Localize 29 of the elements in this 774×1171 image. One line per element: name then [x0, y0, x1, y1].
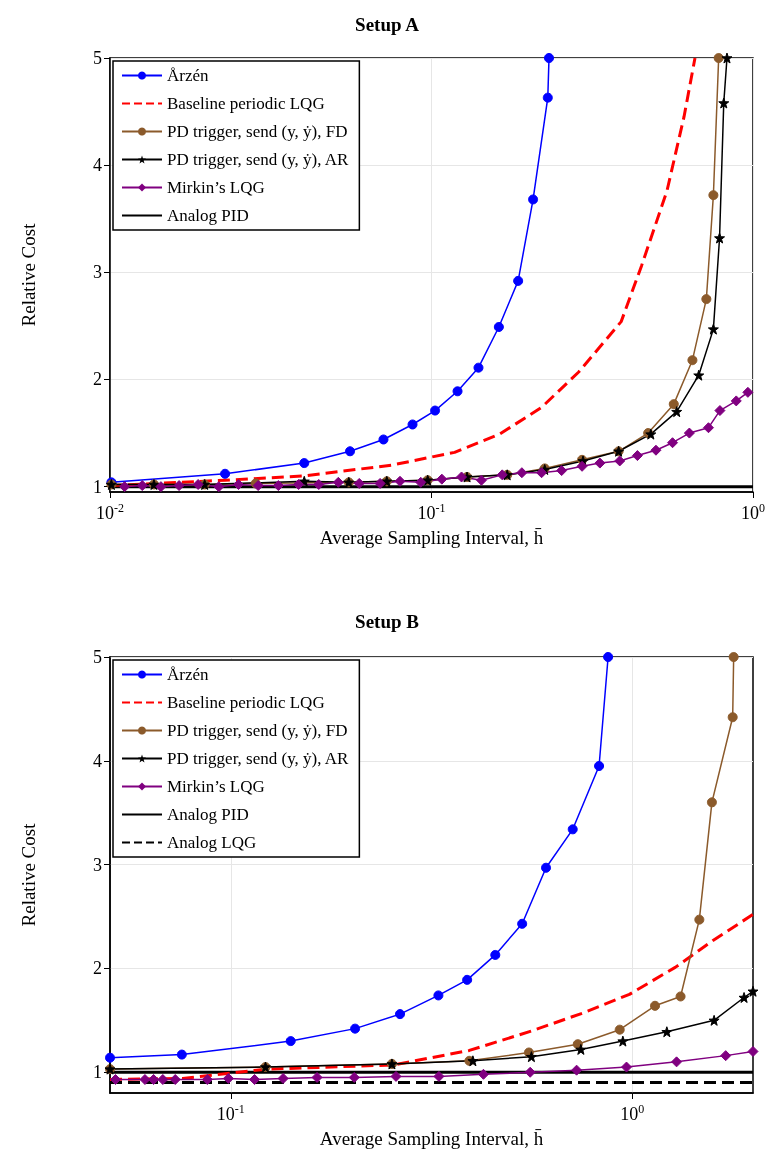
legend-label: PD trigger, send (y, ẏ), FD	[167, 122, 348, 141]
chart-title: Setup A	[355, 14, 420, 35]
legend-label: Analog LQG	[167, 833, 257, 852]
y-tick-label: 4	[93, 155, 102, 176]
y-tick-label: 5	[93, 647, 102, 667]
legend-label: Analog PID	[167, 805, 249, 824]
y-axis-title: Relative Cost	[18, 222, 39, 327]
y-tick-label: 3	[93, 262, 102, 283]
legend-label: PD trigger, send (y, ẏ), FD	[167, 721, 348, 740]
legend-label: Mirkin’s LQG	[167, 178, 265, 197]
legend-label: Årzén	[167, 66, 210, 85]
y-tick-label: 5	[93, 48, 102, 68]
legend-label: Baseline periodic LQG	[167, 693, 325, 712]
legend-label: PD trigger, send (y, ẏ), AR	[167, 749, 350, 768]
y-tick-label: 1	[93, 1062, 102, 1083]
x-axis-title: Average Sampling Interval, h̄	[319, 527, 544, 548]
legend-label: Analog PID	[167, 206, 249, 225]
y-tick-label: 1	[93, 476, 102, 497]
x-axis-title: Average Sampling Interval, h̄	[319, 1128, 544, 1149]
y-tick-label: 3	[93, 854, 102, 875]
y-tick-label: 2	[93, 958, 102, 979]
legend-label: Årzén	[167, 665, 210, 684]
legend-label: Mirkin’s LQG	[167, 777, 265, 796]
y-tick-label: 2	[93, 369, 102, 390]
chart-title: Setup B	[355, 611, 420, 632]
y-axis-title: Relative Cost	[18, 822, 39, 927]
legend-label: Baseline periodic LQG	[167, 94, 325, 113]
y-tick-label: 4	[93, 750, 102, 771]
legend-label: PD trigger, send (y, ẏ), AR	[167, 150, 350, 169]
